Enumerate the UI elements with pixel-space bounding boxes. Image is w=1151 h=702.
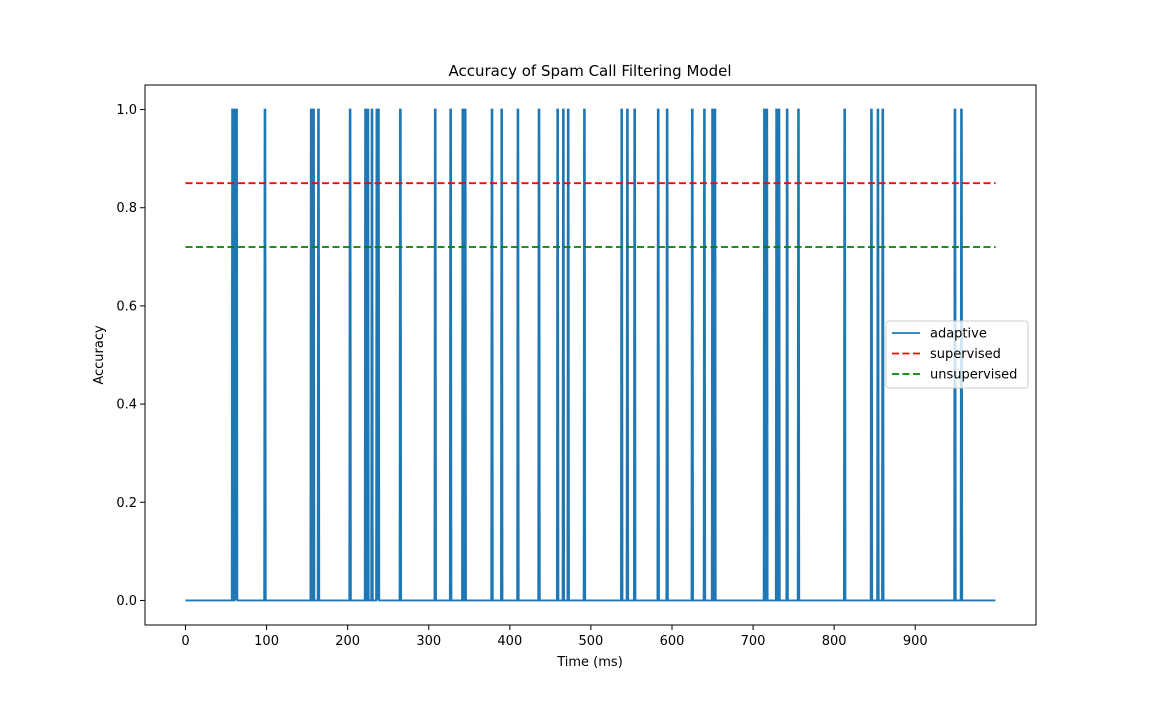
x-tick-label: 200 xyxy=(335,634,360,649)
y-tick-label: 1.0 xyxy=(116,103,137,118)
plot-area: 0 100 200 300 400 500 600 700 800 900 0.0 0.2 0.4 0.6… xyxy=(116,84,1037,649)
x-tick-label: 100 xyxy=(254,634,279,649)
x-tick-label: 900 xyxy=(903,634,928,649)
y-axis-label: Accuracy xyxy=(92,325,107,385)
x-axis-label: Time (ms) xyxy=(556,655,623,670)
legend-label-unsupervised: unsupervised xyxy=(930,368,1017,383)
x-tick-label: 400 xyxy=(497,634,522,649)
legend: adaptive supervised unsupervised xyxy=(885,320,1029,389)
series-line-adaptive xyxy=(185,108,996,602)
x-tick-label: 500 xyxy=(578,634,603,649)
x-tick-label: 300 xyxy=(416,634,441,649)
x-tick-label: 0 xyxy=(181,634,189,649)
y-tick-label: 0.6 xyxy=(116,299,137,314)
legend-label-supervised: supervised xyxy=(930,347,1001,362)
chart-title: Accuracy of Spam Call Filtering Model xyxy=(448,62,731,80)
x-tick-label: 800 xyxy=(822,634,847,649)
y-tick-label: 0.8 xyxy=(116,201,137,216)
y-tick-label: 0.4 xyxy=(116,398,137,413)
legend-box xyxy=(885,320,1029,389)
x-tick-label: 700 xyxy=(741,634,766,649)
y-tick-label: 0.2 xyxy=(116,496,137,511)
y-tick-label: 0.0 xyxy=(116,594,137,609)
x-tick-label: 600 xyxy=(660,634,685,649)
legend-label-adaptive: adaptive xyxy=(930,327,987,342)
